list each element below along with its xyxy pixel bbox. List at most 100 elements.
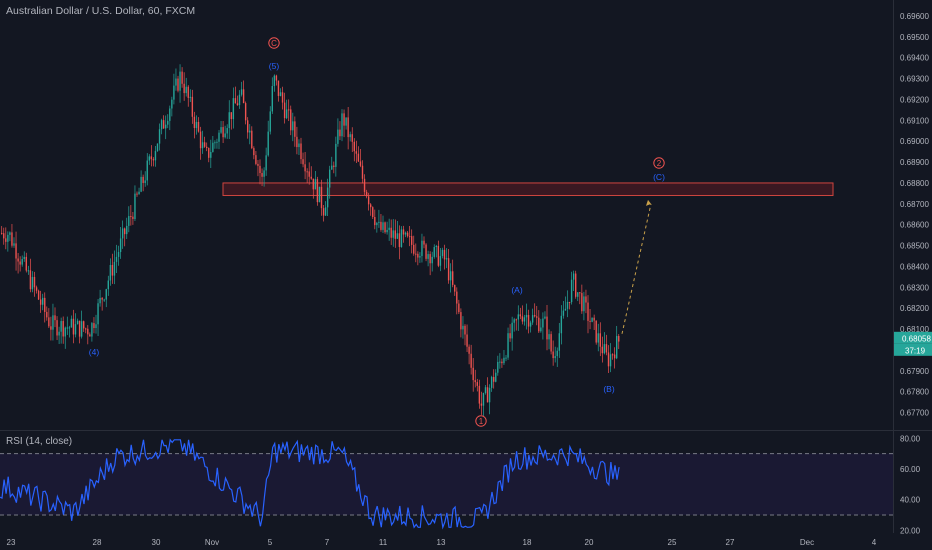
candle-body [390, 227, 392, 238]
candle-body [575, 273, 577, 297]
candle-body [468, 346, 470, 354]
candle-body [121, 228, 124, 239]
x-tick-label: 28 [93, 538, 102, 547]
candle-body [337, 129, 339, 144]
candle-body [513, 319, 515, 323]
candle-body [175, 78, 177, 86]
candle-body [304, 164, 306, 172]
candle-body [64, 327, 66, 337]
candle-body [220, 127, 222, 133]
wave-label: (B) [603, 384, 615, 394]
candle-body [78, 320, 81, 337]
candle-body [566, 301, 569, 309]
rsi-tick-label: 20.00 [900, 526, 921, 535]
candle-body [458, 303, 460, 313]
candle-body [255, 155, 257, 164]
candle-body [183, 83, 185, 94]
wave-label-circle [475, 415, 487, 427]
candle-body [322, 208, 325, 216]
y-tick-label: 0.68400 [900, 262, 929, 271]
candle-body [37, 290, 40, 300]
candle-body [611, 354, 614, 356]
candle-body [142, 176, 144, 183]
y-tick-label: 0.68600 [900, 221, 929, 230]
candle-body [411, 236, 413, 245]
candle-body [570, 279, 573, 303]
candle-body [609, 354, 612, 367]
candle-body [19, 261, 21, 265]
candle-body [95, 324, 97, 329]
candle-body [441, 249, 444, 257]
candle-body [517, 314, 519, 320]
candle-body [480, 403, 483, 406]
candle-body [76, 320, 79, 325]
candle-body [386, 229, 388, 233]
y-tick-label: 0.68800 [900, 179, 929, 188]
candle-body [353, 141, 355, 152]
candle-body [568, 301, 571, 303]
candle-body [603, 344, 606, 354]
candle-body [154, 151, 157, 161]
candle-body [583, 296, 585, 312]
x-tick-label: 20 [585, 538, 594, 547]
x-tick-label: 23 [7, 538, 16, 547]
candle-body [203, 142, 206, 147]
rsi-tick-label: 60.00 [900, 465, 921, 474]
candle-body [521, 316, 524, 322]
wave-label: (A) [511, 285, 523, 295]
candle-body [199, 131, 202, 149]
candle-body [310, 176, 312, 179]
candle-body [357, 153, 360, 162]
candle-body [589, 320, 591, 322]
candle-body [515, 319, 517, 321]
candle-body [427, 254, 429, 259]
candle-body [93, 323, 95, 329]
candle-body [240, 89, 243, 95]
x-tick-label: 25 [668, 538, 677, 547]
candle-body [607, 352, 610, 367]
candle-body [228, 112, 230, 129]
candle-body [242, 89, 245, 104]
x-tick-label: 5 [268, 538, 273, 547]
candle-body [277, 80, 280, 96]
candle-body [470, 353, 472, 368]
candle-body [146, 160, 148, 181]
candle-body [460, 312, 462, 330]
candle-body [564, 308, 567, 311]
candle-body [374, 216, 376, 226]
candle-body [292, 121, 294, 131]
candle-body [160, 120, 163, 130]
candle-body [35, 287, 38, 291]
candle-body [536, 316, 538, 318]
candle-body [195, 121, 198, 129]
candle-body [80, 321, 83, 337]
candle-body [261, 173, 263, 177]
candle-body [382, 222, 384, 230]
wave-label: 2 [657, 159, 662, 168]
candle-body [392, 230, 394, 238]
candle-body [538, 317, 540, 332]
candle-body [83, 321, 85, 329]
candle-body [60, 321, 62, 332]
y-tick-label: 0.69000 [900, 137, 929, 146]
candle-body [113, 261, 116, 276]
candle-body [505, 357, 507, 359]
candle-body [370, 204, 372, 208]
candle-body [404, 232, 407, 235]
candle-body [193, 116, 196, 129]
candle-body [525, 314, 528, 318]
y-tick-label: 0.69400 [900, 54, 929, 63]
candle-body [415, 253, 417, 255]
y-tick-label: 0.68300 [900, 283, 929, 292]
candle-body [495, 372, 497, 382]
candle-body [466, 334, 468, 347]
y-tick-label: 0.69600 [900, 12, 929, 21]
candle-body [185, 86, 187, 94]
candle-body [15, 243, 17, 259]
candle-body [376, 222, 378, 226]
candle-body [577, 292, 579, 297]
candle-body [456, 291, 458, 304]
candle-body [421, 240, 423, 257]
candle-body [367, 196, 370, 205]
candle-body [527, 314, 530, 327]
